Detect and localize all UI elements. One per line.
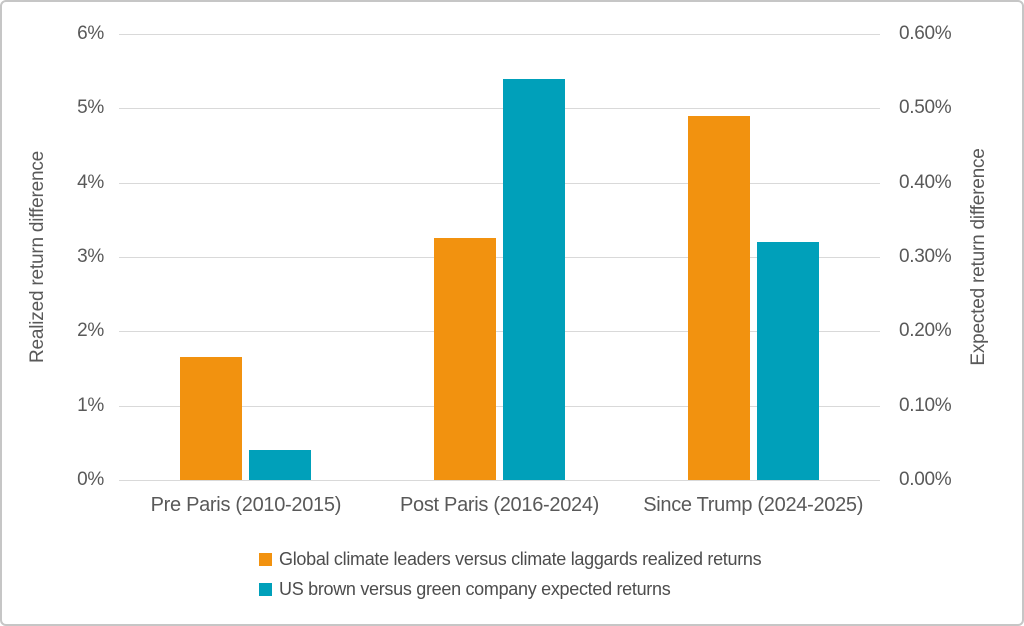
legend-swatch-icon <box>259 553 272 566</box>
bar-realized-category-2 <box>434 238 496 480</box>
left-axis-tick-label: 5% <box>77 97 104 119</box>
right-axis-tick-label: 0.20% <box>899 320 952 342</box>
gridline <box>119 405 880 407</box>
right-axis-tick-label: 0.10% <box>899 394 952 416</box>
gridline <box>119 257 880 258</box>
plot-area <box>119 34 880 481</box>
left-axis-tick-label: 1% <box>77 394 104 416</box>
left-axis-tick-label: 4% <box>77 171 104 193</box>
gridline <box>119 108 880 110</box>
right-axis-tick-label: 0.60% <box>899 23 952 44</box>
x-axis-labels: Pre Paris (2010-2015) Post Paris (2016-20… <box>119 494 880 522</box>
right-axis-ticks: 0.00% 0.10% 0.20% 0.30% 0.40% 0.50% 0.60% <box>899 23 1009 490</box>
bar-realized-category-1 <box>180 357 243 480</box>
right-axis-tick-label: 0.30% <box>899 246 952 267</box>
left-axis-tick-label: 3% <box>77 246 104 267</box>
x-axis-category-label: Since Trump (2024-2025) <box>643 494 864 516</box>
x-axis-category-label: Post Paris (2016-2024) <box>399 494 600 516</box>
gridline <box>119 182 880 184</box>
legend-item: Global climate leaders versus climate la… <box>259 549 762 570</box>
gridline <box>119 331 880 333</box>
bar-expected-category-2 <box>503 79 565 480</box>
legend-item-label: Global climate leaders versus climate la… <box>279 549 762 569</box>
right-axis-tick-label: 0.50% <box>899 97 952 119</box>
legend-swatch-icon <box>259 583 272 596</box>
left-axis-tick-label: 0% <box>77 469 104 490</box>
x-axis-category-label: Pre Paris (2010-2015) <box>150 494 342 516</box>
left-axis-ticks: 0% 1% 2% 3% 4% 5% 6% <box>2 23 104 490</box>
legend-item-label: US brown versus green company expected r… <box>279 579 671 599</box>
bar-expected-category-1 <box>249 450 312 480</box>
legend: Global climate leaders versus climate la… <box>259 549 762 609</box>
bar-realized-category-3 <box>687 116 750 480</box>
left-axis-tick-label: 6% <box>77 23 104 44</box>
right-axis-tick-label: 0.40% <box>899 171 952 193</box>
legend-item: US brown versus green company expected r… <box>259 579 761 600</box>
right-axis-tick-label: 0.00% <box>899 469 952 490</box>
gridline <box>119 480 880 481</box>
left-axis-tick-label: 2% <box>77 320 104 342</box>
gridline <box>119 34 880 35</box>
bar-expected-category-3 <box>756 242 819 480</box>
